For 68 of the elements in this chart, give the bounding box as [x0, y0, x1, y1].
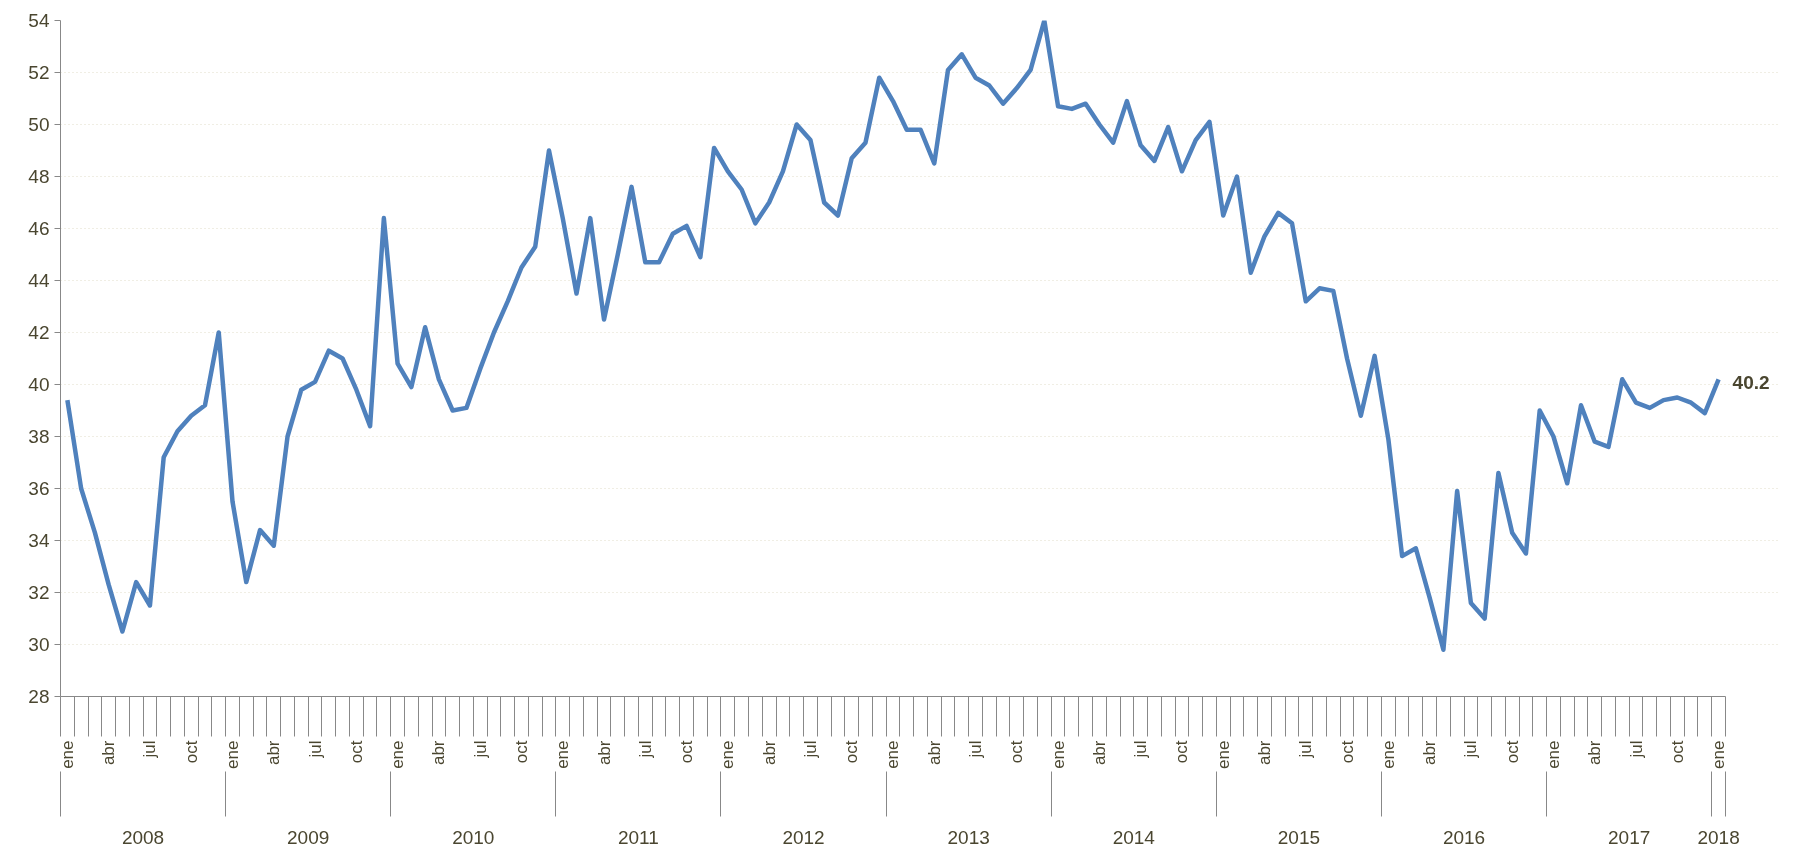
y-tick-label: 54 [28, 10, 50, 31]
x-tick-label: jul [470, 740, 490, 759]
x-tick-label: abr [99, 740, 119, 766]
x-tick-label: oct [181, 740, 201, 764]
x-tick-label: ene [1378, 740, 1398, 769]
x-tick-label: oct [1337, 740, 1357, 764]
x-tick-label: abr [1089, 740, 1109, 766]
x-tick-label: ene [388, 740, 408, 769]
x-tick-label: abr [429, 740, 449, 766]
x-tick-label: abr [759, 740, 779, 766]
y-tick-label: 36 [28, 478, 50, 499]
text: 2016 [1442, 826, 1486, 848]
y-tick-label: 42 [28, 322, 50, 343]
x-tick-label: abr [264, 740, 284, 766]
x-tick-label: oct [1502, 740, 1522, 764]
x-tick-label: abr [594, 740, 614, 766]
x-tick-label: jul [1131, 740, 1151, 759]
text: 2012 [782, 826, 825, 848]
y-tick-label: 48 [28, 166, 50, 187]
x-tick-label: abr [1420, 740, 1440, 766]
x-tick-label: jul [1461, 740, 1481, 759]
y-tick-label: 32 [28, 582, 50, 603]
text: 2010 [452, 826, 495, 848]
text: 2017 [1608, 826, 1651, 848]
x-tick-label: jul [140, 740, 160, 759]
x-tick-label: abr [1255, 740, 1274, 766]
y-tick-label: 34 [28, 530, 50, 551]
x-tick-label: ene [553, 740, 573, 769]
text: 2011 [617, 826, 659, 848]
y-tick-label: 44 [28, 270, 50, 291]
x-tick-label: oct [677, 740, 697, 764]
x-tick-label: jul [1296, 740, 1316, 759]
y-tick-label: 28 [28, 686, 50, 707]
text: 2009 [287, 826, 330, 848]
x-tick-label: abr [1585, 740, 1605, 766]
x-tick-label: ene [57, 740, 77, 769]
x-tick-label: jul [800, 740, 820, 759]
line-series [65, 20, 1721, 652]
text: 2014 [1112, 826, 1156, 848]
y-tick-label: 46 [28, 218, 50, 239]
x-tick-label: ene [1709, 740, 1729, 769]
x-tick-label: abr [924, 740, 944, 766]
y-tick-label: 52 [28, 62, 50, 83]
x-tick-label: oct [842, 740, 862, 764]
text: 2013 [947, 826, 990, 848]
x-tick-label: oct [1667, 740, 1687, 764]
x-tick-label: oct [511, 740, 531, 764]
x-tick-label: jul [305, 740, 325, 759]
data-label: 40.2 [1732, 372, 1770, 394]
x-tick-label: jul [635, 740, 655, 759]
x-tick-label: oct [1172, 740, 1192, 764]
x-tick-label: jul [966, 740, 986, 759]
y-tick-label: 40 [28, 374, 50, 395]
x-tick-label: ene [223, 740, 242, 769]
x-tick-label: ene [1213, 740, 1233, 769]
y-tick-label: 38 [28, 426, 50, 447]
x-tick-label: ene [718, 740, 738, 769]
text: 2008 [121, 826, 165, 848]
x-tick-label: ene [1543, 740, 1563, 769]
x-tick-label: oct [1007, 740, 1027, 764]
x-tick-label: oct [346, 740, 366, 764]
x-tick-label: ene [1048, 740, 1068, 769]
x-tick-label: ene [883, 740, 903, 769]
x-tick-label: jul [1626, 740, 1646, 759]
y-tick-label: 50 [28, 114, 50, 135]
text: 2018 [1697, 826, 1740, 848]
y-tick-label: 30 [28, 634, 50, 655]
text: 2015 [1277, 826, 1321, 848]
